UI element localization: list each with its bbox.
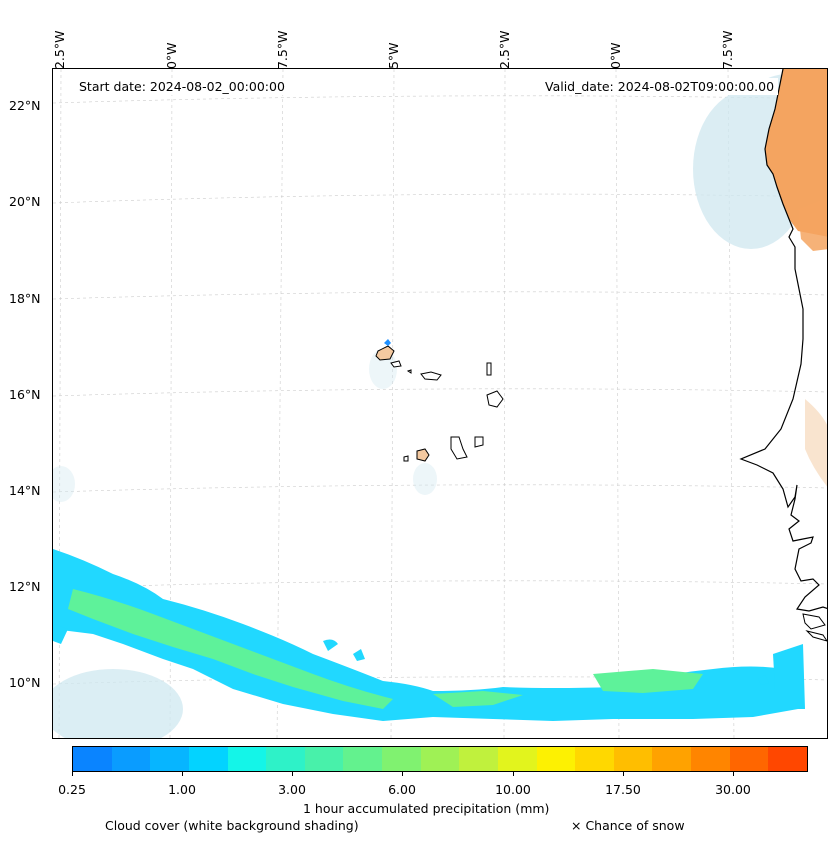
precip-blob-west (53, 624, 68, 644)
precip-blob-2 (353, 649, 365, 661)
map-canvas (53, 69, 827, 738)
meridian-17-5w (727, 69, 735, 738)
colorbar-tick (292, 772, 293, 776)
island-sal (486, 362, 492, 376)
colorbar-segment-16 (691, 747, 730, 771)
map-panel: Start date: 2024-08-02_00:00:00 Valid_da… (52, 68, 828, 739)
precip-region-far-east (773, 644, 805, 709)
precipitation-colorbar (72, 746, 808, 772)
colorbar-segment-15 (652, 747, 691, 771)
snow-legend: × Chance of snow (571, 818, 685, 833)
meridian-20w (615, 69, 620, 738)
colorbar-segment-13 (575, 747, 614, 771)
meridian-22-5w (503, 69, 506, 738)
colorbar-tick-label-30-00: 30.00 (715, 782, 751, 797)
cloud-patch-fogo (413, 463, 437, 495)
precip-blob-1 (323, 639, 338, 651)
lat-label-20n: 20°N (9, 194, 41, 209)
island-maio (474, 436, 484, 448)
colorbar-segment-5 (266, 747, 305, 771)
land-mauritania-north (798, 197, 827, 251)
island-sao-vicente (390, 360, 402, 368)
colorbar-tick (72, 772, 73, 776)
colorbar-segment-2 (150, 747, 189, 771)
parallel-16n (53, 388, 827, 397)
lat-label-14n: 14°N (9, 483, 41, 498)
island-santiago (450, 436, 468, 460)
colorbar-segment-11 (497, 747, 537, 771)
precipitation-band (53, 549, 805, 721)
parallel-14n (53, 484, 827, 493)
island-santa-luzia (406, 369, 412, 374)
land-senegal-shading (805, 399, 827, 487)
parallel-10n (53, 676, 827, 685)
colorbar-segment-9 (420, 747, 460, 771)
graticule (53, 69, 827, 738)
guinea-coast (805, 630, 827, 642)
colorbar-tick (513, 772, 514, 776)
cloud-cover-legend: Cloud cover (white background shading) (105, 818, 359, 833)
colorbar-segment-18 (768, 747, 807, 771)
lat-label-10n: 10°N (9, 675, 41, 690)
precip-region-core-west (68, 589, 393, 709)
lat-label-12n: 12°N (9, 579, 41, 594)
island-fogo (416, 448, 430, 462)
parallel-22n (53, 95, 827, 104)
colorbar-segment-12 (536, 747, 576, 771)
colorbar-tick (623, 772, 624, 776)
colorbar-tick-label-0-25: 0.25 (58, 782, 86, 797)
colorbar-segment-10 (459, 747, 498, 771)
precip-region-outer (53, 549, 798, 721)
colorbar-segment-6 (304, 747, 344, 771)
colorbar-segment-3 (188, 747, 228, 771)
bissagos-islands (802, 613, 826, 630)
colorbar-segment-14 (613, 747, 653, 771)
colorbar-segment-4 (227, 747, 267, 771)
colorbar-segment-0 (73, 747, 112, 771)
colorbar-segment-17 (729, 747, 769, 771)
island-boa-vista (486, 390, 504, 408)
colorbar-label: 1 hour accumulated precipitation (mm) (303, 801, 550, 816)
lat-label-16n: 16°N (9, 387, 41, 402)
colorbar-tick-label-3-00: 3.00 (278, 782, 306, 797)
colorbar-tick-label-1-00: 1.00 (168, 782, 196, 797)
colorbar-tick (733, 772, 734, 776)
cloud-patch-west (53, 466, 75, 502)
colorbar-tick-label-6-00: 6.00 (388, 782, 416, 797)
precip-region-core-mid (433, 691, 523, 707)
colorbar-tick (402, 772, 403, 776)
precip-dot-north (384, 339, 391, 346)
colorbar-segment-7 (343, 747, 382, 771)
precip-blob-3 (758, 675, 769, 685)
start-date-label: Start date: 2024-08-02_00:00:00 (75, 78, 289, 95)
colorbar-tick (182, 772, 183, 776)
parallel-20n (53, 193, 827, 204)
meridian-27-5w (276, 69, 284, 738)
island-brava (403, 455, 409, 462)
colorbar-segment-8 (382, 747, 421, 771)
cloud-patch-sw (53, 669, 183, 738)
valid-date-label: Valid_date: 2024-08-02T09:00:00.00 (541, 78, 779, 95)
colorbar-tick-label-10-00: 10.00 (495, 782, 531, 797)
colorbar-tick-label-17-50: 17.50 (605, 782, 641, 797)
island-sao-nicolau (420, 371, 442, 381)
african-coastline (739, 69, 827, 612)
precip-region-core-east (593, 669, 703, 693)
lat-label-18n: 18°N (9, 291, 41, 306)
land-western-sahara (765, 69, 827, 237)
colorbar-segment-1 (111, 747, 151, 771)
parallel-12n (53, 580, 827, 589)
lat-label-22n: 22°N (9, 98, 41, 113)
meridian-25w (390, 69, 395, 738)
parallel-18n (53, 291, 827, 300)
